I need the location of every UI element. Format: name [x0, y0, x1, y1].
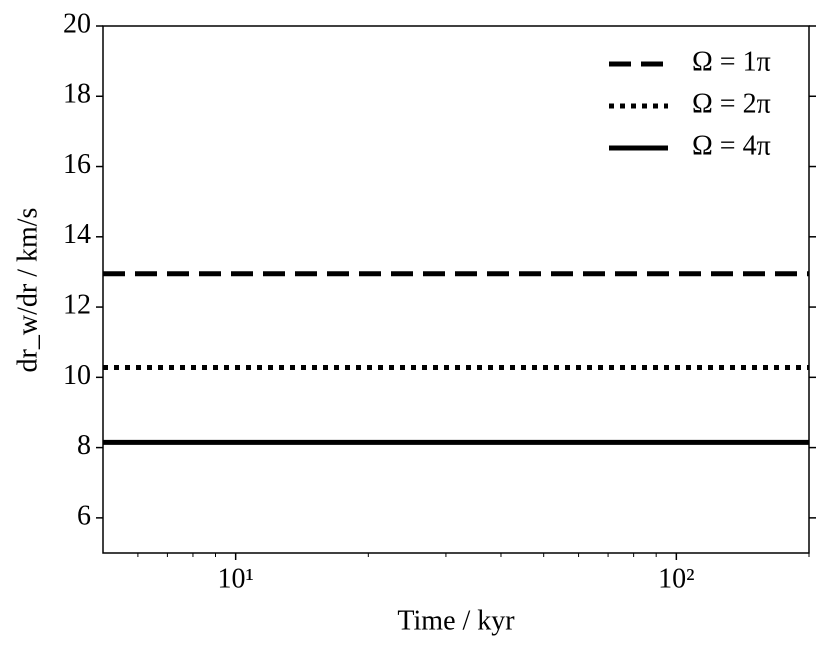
y-tick-label: 20: [63, 8, 91, 39]
legend-label: Ω = 4π: [692, 130, 771, 161]
y-tick-label: 8: [77, 430, 91, 461]
y-tick-label: 6: [77, 500, 91, 531]
y-tick-label: 14: [63, 219, 91, 250]
x-axis-label: Time / kyr: [397, 605, 515, 636]
y-tick-label: 16: [63, 149, 91, 180]
y-tick-label: 18: [63, 79, 91, 110]
y-tick-label: 10: [63, 360, 91, 391]
plot-frame: [102, 25, 810, 554]
legend-label: Ω = 2π: [692, 88, 771, 119]
x-tick-label: 10²: [658, 563, 694, 594]
legend-label: Ω = 1π: [692, 46, 771, 77]
y-tick-label: 12: [63, 289, 91, 320]
y-axis-label: dr_w/dr / km/s: [12, 208, 43, 373]
x-tick-label: 10¹: [217, 563, 253, 594]
